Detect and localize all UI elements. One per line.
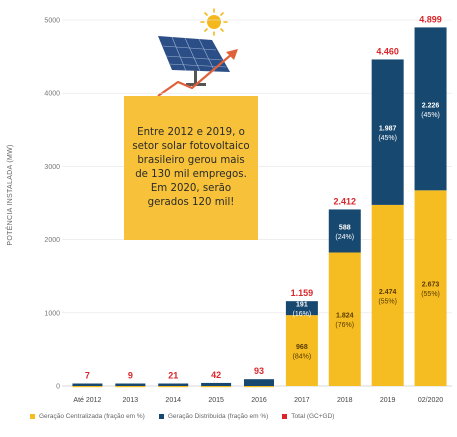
total-label: 4.460 xyxy=(376,46,399,56)
distributed-pct-label: (16%) xyxy=(293,311,312,318)
bars xyxy=(72,27,447,388)
legend-swatch-distributed xyxy=(158,414,164,419)
distributed-pct-label: (24%) xyxy=(335,234,354,241)
y-tick-label: 3000 xyxy=(44,164,60,171)
bar-distributed xyxy=(414,27,447,191)
bar-distributed xyxy=(328,209,361,253)
legend-label-total: Total (GC+GD) xyxy=(291,413,335,420)
centralized-value-label: 1.824 xyxy=(336,313,354,320)
bar-distributed xyxy=(201,382,232,386)
total-label: 1.159 xyxy=(291,288,314,298)
distributed-value-label: 191 xyxy=(296,302,308,309)
legend-swatch-centralized xyxy=(30,414,35,419)
centralized-pct-label: (84%) xyxy=(293,354,312,361)
x-tick-label: Até 2012 xyxy=(73,397,101,404)
distributed-value-label: 2.226 xyxy=(422,102,440,109)
distributed-value-label: 588 xyxy=(339,224,351,231)
bar-distributed xyxy=(371,59,404,205)
distributed-pct-label: (45%) xyxy=(378,135,397,142)
x-tick-label: 02/2020 xyxy=(418,397,443,404)
y-tick-label: 2000 xyxy=(44,237,60,244)
total-label: 42 xyxy=(211,370,221,380)
x-tick-label: 2013 xyxy=(123,397,139,404)
y-tick-label: 4000 xyxy=(44,91,60,98)
growth-arrow-icon xyxy=(157,49,238,97)
legend-label-centralized: Geração Centralizada (fração em %) xyxy=(39,413,145,420)
centralized-value-label: 2.474 xyxy=(379,289,397,296)
jobs-callout: Entre 2012 e 2019, o setor solar fotovol… xyxy=(124,96,258,240)
x-tick-label: 2015 xyxy=(208,397,224,404)
legend-item-centralized: Geração Centralizada (fração em %) xyxy=(30,413,145,420)
bar-distributed xyxy=(115,383,146,386)
y-axis-ticks: 0 1000 2000 3000 4000 5000 xyxy=(44,18,60,391)
sun-icon xyxy=(200,8,228,36)
y-tick-label: 5000 xyxy=(44,18,60,25)
x-axis-ticks: Até 2012 2013 2014 2015 2016 2017 2018 2019 02/2… xyxy=(73,397,443,404)
y-axis-label: POTÊNCIA INSTALADA (MW) xyxy=(5,144,14,245)
legend-item-distributed: Geração Distribuída (fração em %) xyxy=(158,413,269,420)
total-label: 4.899 xyxy=(419,14,442,24)
solar-panel-illustration xyxy=(157,8,238,97)
total-label: 9 xyxy=(128,371,133,381)
bar-distributed xyxy=(244,379,274,386)
centralized-value-label: 2.673 xyxy=(422,282,440,289)
legend-swatch-total xyxy=(282,414,288,419)
solar-panel-icon xyxy=(158,36,230,86)
total-label: 21 xyxy=(168,371,178,381)
callout-text: Entre 2012 e 2019, o setor solar fotovol… xyxy=(132,127,250,208)
centralized-pct-label: (76%) xyxy=(335,322,354,329)
total-label: 7 xyxy=(85,371,90,381)
bar-centralized xyxy=(115,386,146,388)
bar-centralized xyxy=(72,386,103,388)
x-tick-label: 2016 xyxy=(251,397,267,404)
x-tick-label: 2017 xyxy=(294,397,310,404)
y-tick-label: 1000 xyxy=(44,310,60,317)
total-label: 93 xyxy=(254,366,264,376)
bar-distributed xyxy=(285,301,318,316)
distributed-value-label: 1.987 xyxy=(379,126,397,133)
bar-centralized xyxy=(285,315,318,386)
bar-centralized xyxy=(201,386,232,388)
centralized-pct-label: (55%) xyxy=(378,298,397,305)
x-tick-label: 2018 xyxy=(337,397,353,404)
x-tick-label: 2019 xyxy=(380,397,396,404)
bar-labels: 7 9 21 42 93 1.159 191 (16%) 968 (84%) 2.412 588 (24… xyxy=(85,14,442,380)
total-label: 2.412 xyxy=(334,196,357,206)
bar-distributed xyxy=(158,383,189,386)
distributed-pct-label: (45%) xyxy=(421,112,440,119)
bar-distributed xyxy=(72,383,103,386)
centralized-value-label: 968 xyxy=(296,344,308,351)
legend: Geração Centralizada (fração em %) Geraç… xyxy=(30,413,450,420)
bar-centralized xyxy=(328,252,361,386)
x-tick-label: 2014 xyxy=(165,397,181,404)
bar-centralized xyxy=(244,386,274,388)
y-tick-label: 0 xyxy=(56,384,60,391)
legend-label-distributed: Geração Distribuída (fração em %) xyxy=(167,413,269,420)
bar-centralized xyxy=(371,204,404,386)
bar-centralized xyxy=(158,386,189,388)
legend-item-total: Total (GC+GD) xyxy=(282,413,334,420)
bar-centralized xyxy=(414,190,447,386)
centralized-pct-label: (55%) xyxy=(421,291,440,298)
